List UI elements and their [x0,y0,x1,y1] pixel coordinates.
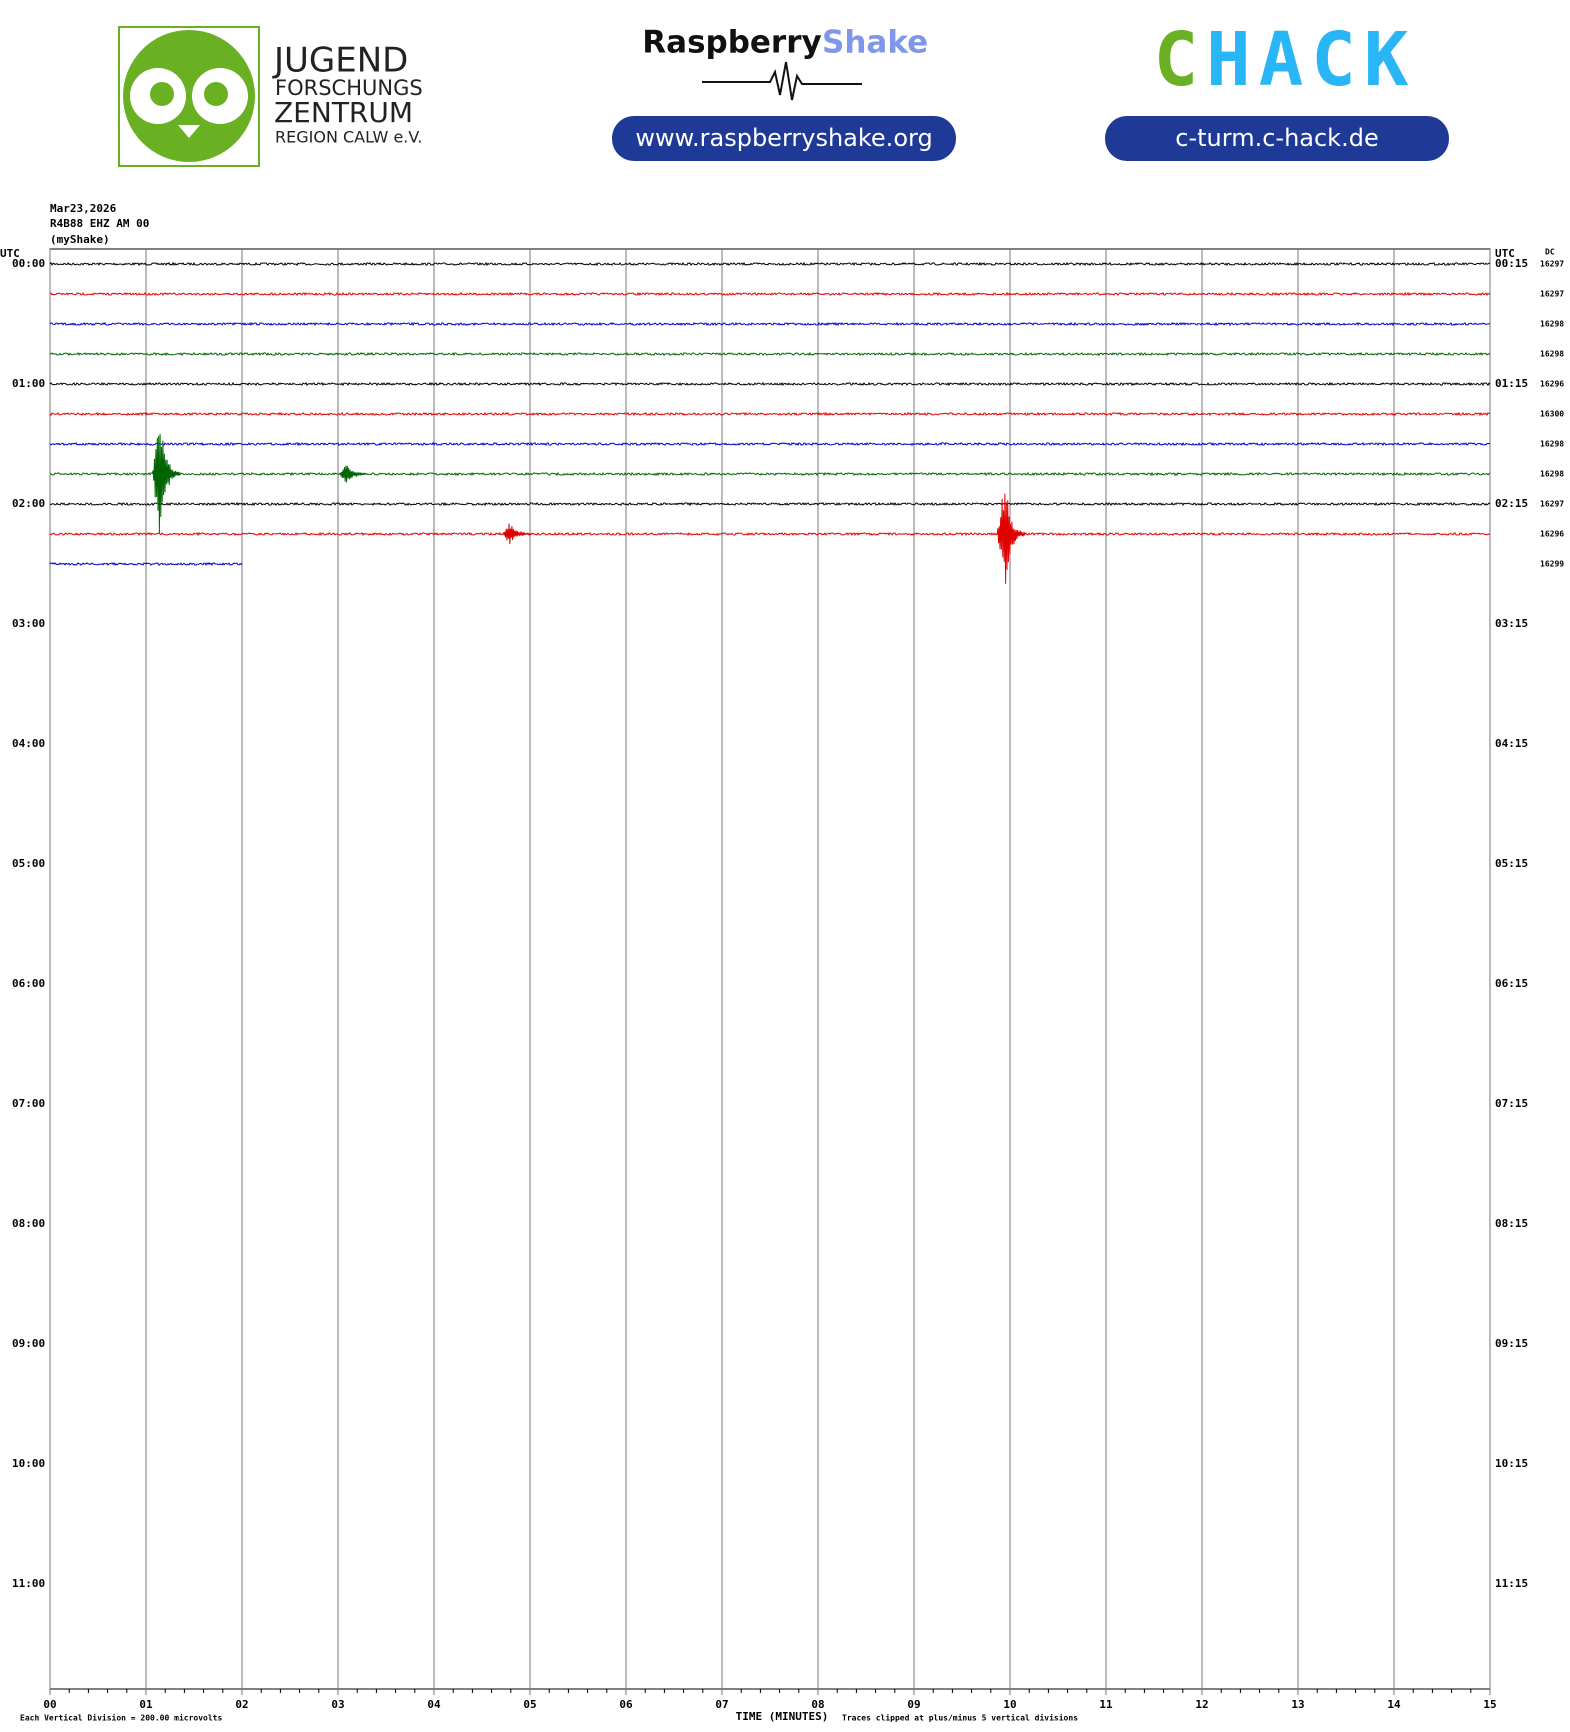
row-label-right: 05:15 [1495,857,1528,870]
x-tick-label: 07 [715,1698,728,1711]
trace [49,561,243,566]
row-label-left: 09:00 [12,1337,45,1350]
dc-value: 16297 [1540,290,1564,299]
trace [49,501,1491,507]
dc-value: 16299 [1540,560,1564,569]
x-tick-label: 06 [619,1698,633,1711]
jfz-text: REGION CALW e.V. [275,128,422,147]
trace [49,531,1491,537]
x-tick-label: 12 [1195,1698,1208,1711]
row-label-right: 00:15 [1495,257,1528,270]
trace [49,381,1491,387]
dc-value: 16300 [1540,410,1564,419]
x-axis-label: TIME (MINUTES) [736,1710,829,1723]
x-tick-label: 01 [139,1698,153,1711]
event [151,434,181,534]
row-label-right: 11:15 [1495,1577,1528,1590]
row-label-right: 02:15 [1495,497,1528,510]
rs-title-shake: Shake [822,25,928,61]
dc-value: 16296 [1540,530,1564,539]
row-label-left: 08:00 [12,1217,45,1230]
jfz-text: ZENTRUM [274,96,413,129]
trace [49,471,1491,477]
x-tick-label: 09 [907,1698,920,1711]
row-label-right: 03:15 [1495,617,1528,630]
trace [49,411,1491,417]
row-label-left: 10:00 [12,1457,45,1470]
chack-url: c-turm.c-hack.de [1175,124,1378,152]
clip-note: Traces clipped at plus/minus 5 vertical … [842,1713,1078,1723]
owl-pupil [150,82,174,106]
jfz-logo-owl [123,30,255,162]
row-label-left: 03:00 [12,617,45,630]
dc-label: DC [1545,248,1555,257]
info-text: Mar23,2026 [50,202,117,215]
row-label-right: 01:15 [1495,377,1528,390]
info-text: (myShake) [50,233,110,246]
jfz-text: JUGEND [272,41,408,81]
row-label-left: 01:00 [12,377,45,390]
rs-wave [702,61,862,101]
row-label-left: 07:00 [12,1097,45,1110]
x-tick-label: 15 [1483,1698,1496,1711]
trace [49,321,1490,327]
x-tick-label: 02 [235,1698,248,1711]
info-text: R4B88 EHZ AM 00 [50,217,149,230]
dc-value: 16298 [1540,470,1564,479]
trace [49,441,1491,447]
trace [49,261,1491,267]
row-label-left: 04:00 [12,737,45,750]
x-tick-label: 13 [1291,1698,1304,1711]
x-tick-label: 10 [1003,1698,1016,1711]
x-tick-label: 04 [427,1698,441,1711]
trace [49,351,1491,357]
row-label-left: 00:00 [12,257,45,270]
row-label-right: 09:15 [1495,1337,1528,1350]
dc-value: 16298 [1540,320,1564,329]
row-label-left: 11:00 [12,1577,45,1590]
row-label-right: 08:15 [1495,1217,1528,1230]
row-label-left: 06:00 [12,977,45,990]
x-tick-label: 08 [811,1698,824,1711]
row-label-right: 10:15 [1495,1457,1528,1470]
dc-value: 16298 [1540,440,1564,449]
row-label-left: 02:00 [12,497,45,510]
dc-value: 16298 [1540,350,1564,359]
owl-pupil [204,82,228,106]
chack-logo: CHACK [1154,17,1417,103]
dc-value: 16297 [1540,260,1564,269]
row-label-left: 05:00 [12,857,45,870]
rs-url: www.raspberryshake.org [635,124,932,152]
x-tick-label: 03 [331,1698,344,1711]
event [502,523,532,545]
utc-label: UTC [0,247,20,260]
chack-pill [1105,116,1449,161]
event [996,493,1026,584]
utc-label: UTC [1495,247,1515,260]
row-label-right: 06:15 [1495,977,1528,990]
x-tick-label: 00 [43,1698,56,1711]
row-label-right: 04:15 [1495,737,1528,750]
owl-beak [178,125,200,138]
event [339,465,368,483]
dc-value: 16296 [1540,380,1564,389]
rs-title: Raspberry [642,25,821,61]
x-tick-label: 14 [1387,1698,1401,1711]
jfz-logo-frame [118,26,260,167]
rs-pill [612,116,956,161]
x-tick-label: 05 [523,1698,536,1711]
x-tick-label: 11 [1099,1698,1113,1711]
scale-note: Each Vertical Division = 200.00 microvol… [20,1713,222,1723]
row-label-right: 07:15 [1495,1097,1528,1110]
dc-value: 16297 [1540,500,1564,509]
jfz-text: FORSCHUNGS [275,76,423,100]
plot-frame [49,248,1491,1690]
trace [49,291,1490,297]
